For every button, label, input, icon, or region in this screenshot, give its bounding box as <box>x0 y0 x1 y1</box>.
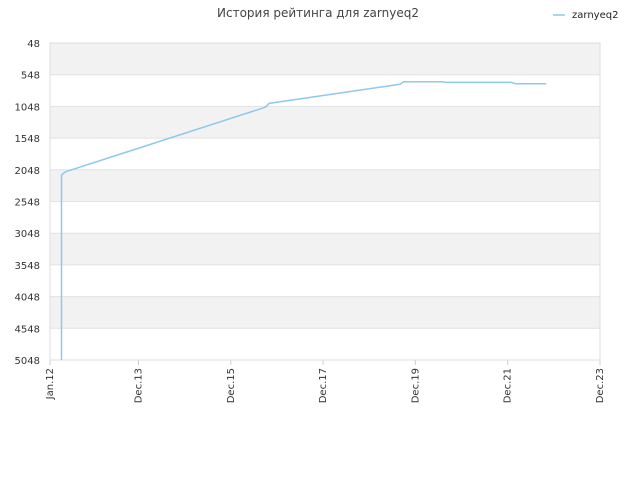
legend-label: zarnyeq2 <box>572 10 618 21</box>
series-group <box>60 81 547 360</box>
plot-band <box>50 169 600 202</box>
y-tick-label: 548 <box>21 71 40 82</box>
y-tick-label: 1548 <box>15 134 40 145</box>
x-tick-label: Dec.13 <box>133 368 144 403</box>
x-tick-label: Dec.19 <box>410 368 421 403</box>
chart-title: История рейтинга для zarnyeq2 <box>217 6 419 20</box>
plot-bands <box>50 43 600 329</box>
x-tick-label: Dec.15 <box>226 368 237 403</box>
plot-band <box>50 43 600 75</box>
y-tick-label: 3548 <box>15 261 40 272</box>
y-tick-label: 5048 <box>15 356 40 367</box>
x-tick-label: Dec.17 <box>318 368 329 403</box>
series-line-zarnyeq2 <box>60 81 547 360</box>
plot-frame <box>49 42 601 361</box>
y-tick-label: 4548 <box>15 324 40 335</box>
y-tick-label: 48 <box>27 39 40 50</box>
plot-band <box>50 296 600 329</box>
x-axis: Jan.12 Dec.13 Dec.15 Dec.17 Dec.19 Dec.21 Dec.… <box>45 360 606 403</box>
y-tick-label: 2548 <box>15 198 40 209</box>
plot-band <box>50 233 600 265</box>
plot-band <box>50 106 600 139</box>
y-axis: 48 548 1048 1548 2048 2548 3048 3548 4048 4548 504… <box>15 39 40 367</box>
x-tick-label: Dec.21 <box>503 368 514 403</box>
y-tick-label: 2048 <box>15 166 40 177</box>
y-tick-label: 3048 <box>15 229 40 240</box>
legend: zarnyeq2 <box>553 10 618 21</box>
y-tick-label: 4048 <box>15 293 40 304</box>
x-tick-label: Jan.12 <box>45 368 56 400</box>
y-tick-label: 1048 <box>15 102 40 113</box>
x-tick-label: Dec.23 <box>595 368 606 403</box>
